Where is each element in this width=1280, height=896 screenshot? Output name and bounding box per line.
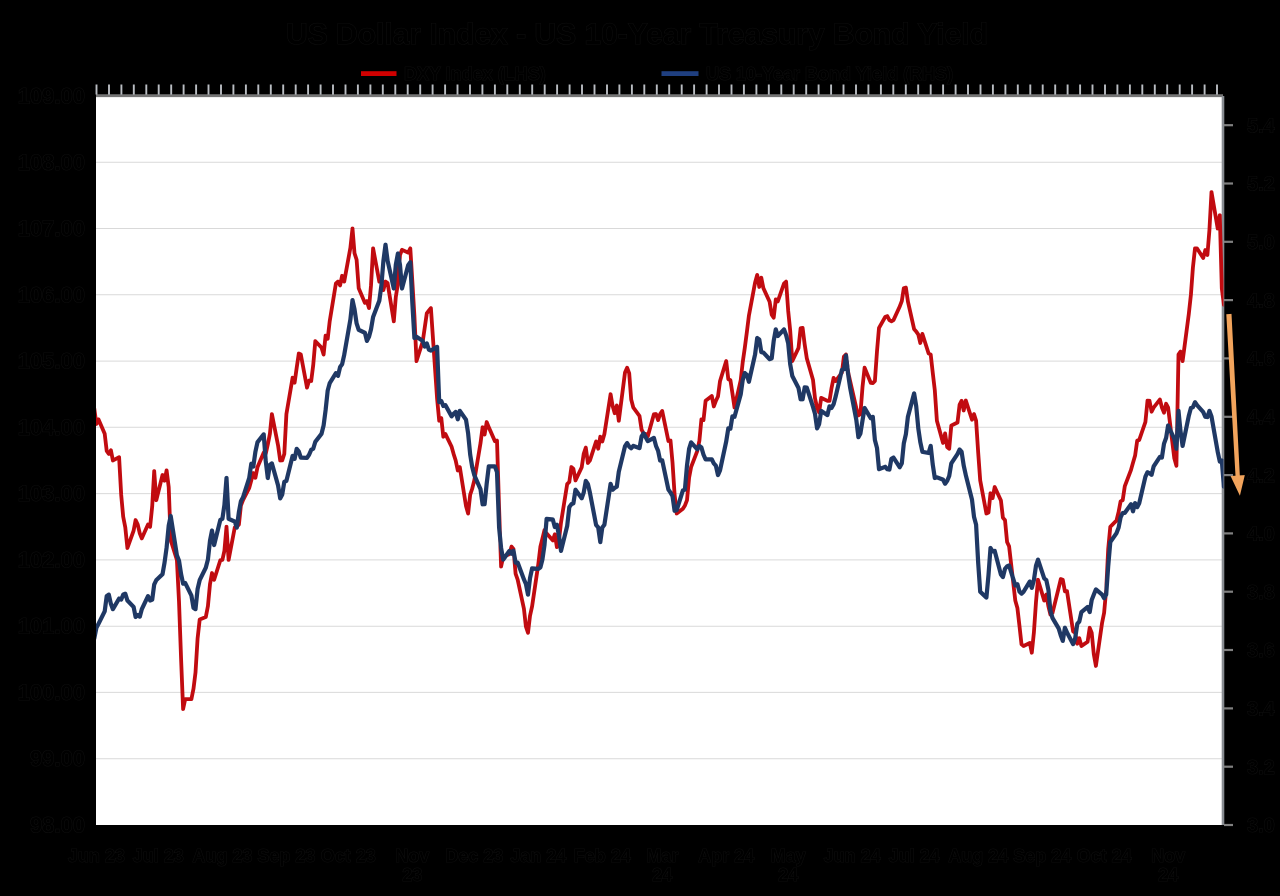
svg-text:3.2: 3.2 [1247, 757, 1275, 779]
svg-text:3.8: 3.8 [1247, 582, 1275, 604]
svg-text:5.0: 5.0 [1247, 232, 1275, 254]
svg-text:Nov: Nov [1151, 846, 1185, 866]
svg-text:Sep 24: Sep 24 [1013, 846, 1071, 866]
svg-text:Dec 23: Dec 23 [445, 846, 503, 866]
svg-text:99.00: 99.00 [30, 746, 85, 771]
svg-text:Oct 24: Oct 24 [1077, 846, 1132, 866]
svg-text:24: 24 [652, 865, 672, 885]
svg-text:Oct 23: Oct 23 [321, 846, 376, 866]
svg-text:4.6: 4.6 [1247, 349, 1275, 371]
svg-text:Jul 24: Jul 24 [889, 846, 940, 866]
svg-text:101.00: 101.00 [18, 614, 85, 639]
svg-text:Feb 24: Feb 24 [574, 846, 631, 866]
svg-text:98.00: 98.00 [30, 813, 85, 838]
svg-text:24: 24 [1158, 865, 1178, 885]
svg-text:5.4: 5.4 [1247, 115, 1276, 137]
svg-text:105.00: 105.00 [18, 349, 85, 374]
svg-text:24: 24 [778, 865, 798, 885]
svg-text:103.00: 103.00 [18, 481, 85, 506]
svg-text:Nov: Nov [395, 846, 429, 866]
svg-text:108.00: 108.00 [18, 150, 85, 175]
svg-text:Jan 24: Jan 24 [510, 846, 566, 866]
svg-text:102.00: 102.00 [18, 547, 85, 572]
svg-text:107.00: 107.00 [18, 216, 85, 241]
svg-text:4.4: 4.4 [1247, 407, 1276, 429]
svg-text:Sep 23: Sep 23 [257, 846, 315, 866]
svg-text:Aug 24: Aug 24 [948, 846, 1008, 866]
svg-text:109.00: 109.00 [18, 84, 85, 109]
svg-text:3.4: 3.4 [1247, 699, 1276, 721]
svg-text:106.00: 106.00 [18, 282, 85, 307]
svg-text:4.0: 4.0 [1247, 524, 1275, 546]
svg-text:104.00: 104.00 [18, 415, 85, 440]
svg-text:US Dollar Index - US 10-Year T: US Dollar Index - US 10-Year Treasury Bo… [286, 18, 988, 51]
svg-text:5.2: 5.2 [1247, 174, 1275, 196]
svg-text:May: May [771, 846, 806, 866]
svg-text:100.00: 100.00 [18, 680, 85, 705]
svg-text:DXY Index (LHS): DXY Index (LHS) [404, 64, 546, 84]
svg-text:Aug 23: Aug 23 [192, 846, 252, 866]
svg-text:Jul 23: Jul 23 [133, 846, 184, 866]
svg-text:3.6: 3.6 [1247, 640, 1275, 662]
svg-text:4.2: 4.2 [1247, 465, 1275, 487]
svg-text:3.0: 3.0 [1247, 815, 1275, 837]
svg-text:Apr 24: Apr 24 [698, 846, 754, 866]
svg-text:4.8: 4.8 [1247, 290, 1275, 312]
svg-text:US 10-Year Bond Yield (RHS): US 10-Year Bond Yield (RHS) [706, 64, 953, 84]
svg-text:Mar: Mar [646, 846, 678, 866]
svg-text:23: 23 [402, 865, 422, 885]
svg-text:Jun 23: Jun 23 [68, 846, 125, 866]
svg-text:Jun 24: Jun 24 [824, 846, 881, 866]
